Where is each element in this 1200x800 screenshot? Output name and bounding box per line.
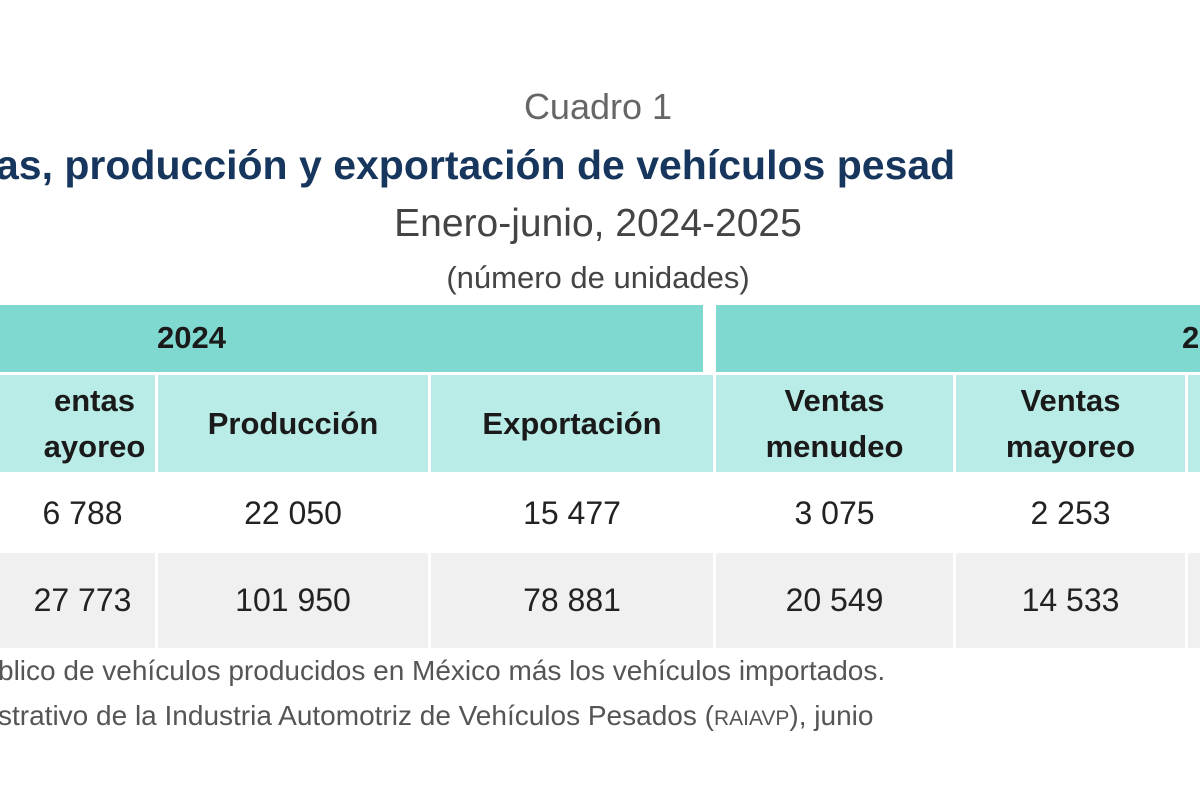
source-note: strativo de la Industria Automotriz de V… (0, 700, 873, 732)
column-header (1188, 375, 1200, 472)
table-units: (número de unidades) (446, 260, 750, 295)
note-abbr: RAIAVP (713, 707, 790, 730)
table-cell: 6 788 (0, 475, 155, 551)
cell-value: 3 075 (794, 494, 875, 531)
group-header: 2024 (0, 305, 703, 372)
table-cell (1188, 475, 1200, 551)
group-header: 2 (716, 305, 1200, 372)
footnote: blico de vehículos producidos en México … (0, 655, 886, 686)
column-header-text: Producción (207, 405, 379, 441)
column-header-text: mayoreo (1005, 428, 1136, 464)
cell-value: 27 773 (33, 582, 132, 618)
cell-value: 2 253 (1030, 494, 1111, 531)
cell-value: 20 549 (785, 582, 884, 618)
column-header-text: Ventas (784, 382, 885, 418)
table-cell: 27 773 (0, 553, 155, 648)
group-label: 2024 (157, 320, 226, 355)
table-cell: 20 549 (716, 553, 953, 648)
group-label: 2 (1182, 320, 1200, 355)
column-header: Exportación (431, 375, 713, 472)
column-header: entas ayoreo (0, 375, 155, 472)
table-cell: 2 253 (956, 475, 1185, 551)
cell-value: 6 788 (42, 494, 123, 531)
column-header: Ventas mayoreo (956, 375, 1185, 472)
table-cell: 101 950 (158, 553, 428, 648)
note-text: strativo de la Industria Automotriz de V… (0, 700, 714, 731)
column-header-text: Exportación (482, 405, 662, 441)
table-cell: 14 533 (956, 553, 1185, 648)
table-subtitle: Enero-junio, 2024-2025 (394, 202, 802, 245)
cell-value: 101 950 (235, 582, 351, 618)
cell-value: 22 050 (244, 494, 342, 531)
cell-value: 78 881 (523, 582, 621, 618)
column-header-text: Ventas (1020, 382, 1121, 418)
table-cell: 22 050 (158, 475, 428, 551)
cell-value: 14 533 (1021, 582, 1120, 618)
table-cell (1188, 553, 1200, 648)
column-header: Ventas menudeo (716, 375, 953, 472)
table-cell: 78 881 (431, 553, 713, 648)
column-header: Producción (158, 375, 428, 472)
table-label: Cuadro 1 (523, 86, 673, 127)
table-cell: 15 477 (431, 475, 713, 551)
note-text: ), junio (789, 700, 874, 731)
table-cell: 3 075 (716, 475, 953, 551)
cell-value: 15 477 (523, 494, 621, 531)
table-title: as, producción y exportación de vehículo… (0, 142, 956, 188)
column-header-text: entas (54, 382, 135, 418)
column-header-text: menudeo (765, 428, 904, 464)
column-header-text: ayoreo (43, 428, 146, 464)
